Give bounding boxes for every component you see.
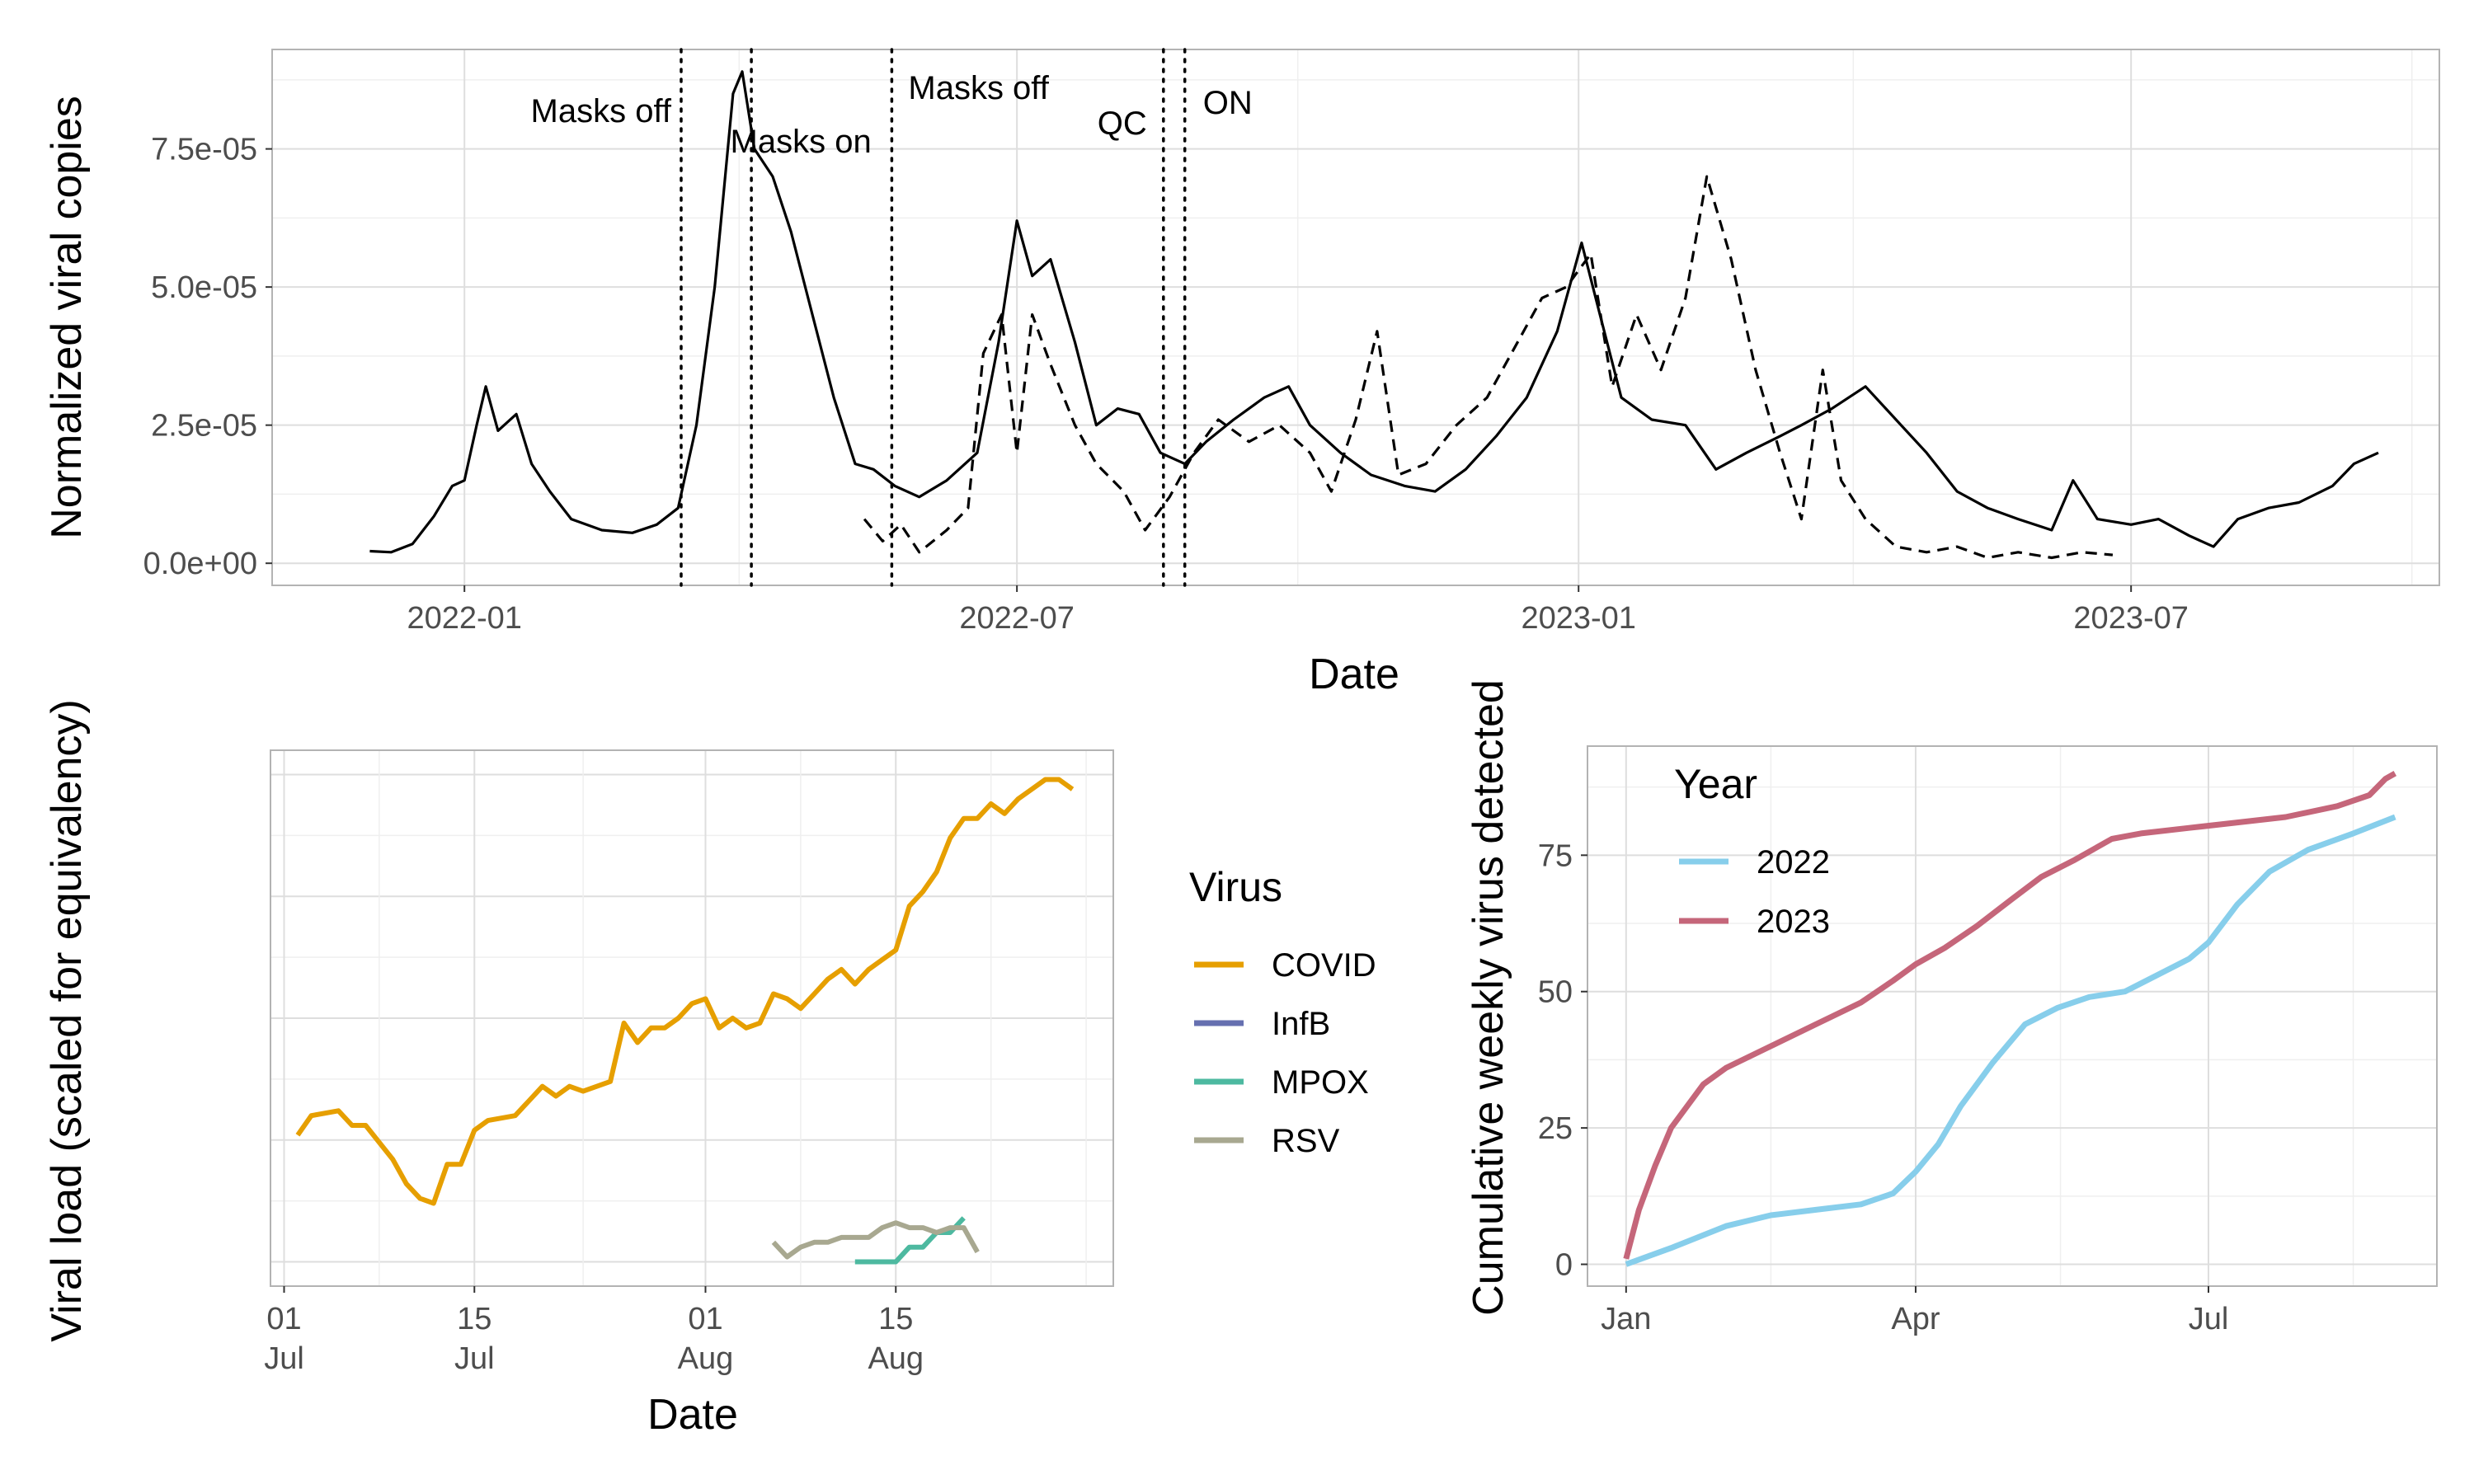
x-tick-label: 2022-07: [959, 601, 1074, 636]
bottom-right-panel-background: [1587, 746, 2437, 1286]
top-panel-grid: [272, 49, 2439, 585]
mpox-series-line: [854, 1216, 966, 1265]
x-tick-month: Jul: [264, 1341, 304, 1376]
virus-legend-title: Virus: [1189, 864, 1282, 910]
x-tick-label: 2022-01: [407, 601, 521, 636]
x-tick-label: 2023-01: [1521, 601, 1635, 636]
x-tick-label: Jan: [1601, 1302, 1651, 1336]
bottom-left-panel-grid: [270, 750, 1113, 1286]
top-y-axis-title: Normalized viral copies: [43, 96, 91, 539]
bottom-left-panel-series: [295, 777, 1075, 1265]
top-panel-series: [369, 70, 2379, 560]
bottom-right-panel-ticks: 0 25 50 75 Jan Apr Jul: [1538, 838, 2229, 1336]
x-tick-day: 15: [878, 1302, 913, 1336]
top-panel-background: [272, 49, 2439, 585]
rsv-legend-label: RSV: [1272, 1123, 1340, 1159]
year-2023-series-line: [1623, 771, 2397, 1260]
bottom-right-y-axis-title: Cumulative weekly virus detected: [1465, 679, 1512, 1316]
bottom-left-x-axis-title: Date: [647, 1391, 738, 1439]
x-tick-day: 15: [457, 1302, 492, 1336]
bottom-right-panel-grid: [1587, 746, 2437, 1286]
annotation-label: ON: [1203, 85, 1253, 121]
year-legend-title: Year: [1674, 761, 1757, 807]
annotation-label: Masks off: [908, 70, 1049, 106]
y-tick-label: 7.5e-05: [151, 133, 257, 167]
y-tick-label: 25: [1538, 1111, 1573, 1146]
bottom-left-panel-border: [270, 749, 1114, 1287]
year-2022-legend-label: 2022: [1757, 844, 1830, 881]
top-panel-ticks: 0.0e+00 2.5e-05 5.0e-05 7.5e-05 2022-01 2022-…: [143, 133, 2189, 636]
x-tick-label: Jul: [2189, 1302, 2229, 1336]
virus-legend: Virus COVID InfB MPOX RSV: [1189, 864, 1376, 1159]
y-tick-label: 50: [1538, 975, 1573, 1010]
top-panel-annotations: Masks off Masks on Masks off QC ON: [531, 48, 1253, 587]
dashed-series-line: [863, 175, 2114, 560]
y-tick-label: 5.0e-05: [151, 270, 257, 305]
annotation-label: QC: [1098, 106, 1147, 142]
bottom-right-panel-series: [1623, 771, 2397, 1267]
annotation-label: Masks off: [531, 93, 672, 129]
x-tick-day: 01: [688, 1302, 722, 1336]
x-tick-label: 2023-07: [2073, 601, 2188, 636]
y-tick-label: 0.0e+00: [143, 547, 257, 581]
rsv-series-line: [771, 1220, 980, 1260]
x-tick-month: Jul: [454, 1341, 495, 1376]
x-tick-label: Apr: [1891, 1302, 1940, 1336]
y-tick-label: 75: [1538, 838, 1573, 873]
bottom-left-y-axis-title: Viral load (scaled for equivalency): [43, 699, 91, 1341]
infb-legend-label: InfB: [1272, 1006, 1330, 1042]
y-tick-label: 2.5e-05: [151, 409, 257, 444]
x-tick-day: 01: [266, 1302, 301, 1336]
covid-legend-label: COVID: [1272, 947, 1376, 984]
year-2023-legend-label: 2023: [1757, 904, 1830, 940]
year-2022-series-line: [1625, 814, 2396, 1267]
mpox-legend-label: MPOX: [1272, 1064, 1369, 1101]
annotation-label: Masks on: [731, 124, 872, 160]
y-tick-label: 0: [1555, 1248, 1573, 1283]
x-tick-month: Aug: [868, 1341, 924, 1376]
bottom-right-panel-border: [1587, 745, 2438, 1287]
year-legend: Year 2022 2023: [1674, 761, 1830, 940]
top-panel-border: [271, 49, 2440, 586]
x-tick-month: Aug: [678, 1341, 734, 1376]
bottom-left-panel-ticks: 01 Jul 15 Jul 01 Aug 15 Aug: [264, 1286, 924, 1376]
covid-series-line: [295, 777, 1075, 1206]
top-x-axis-title: Date: [1309, 650, 1399, 698]
